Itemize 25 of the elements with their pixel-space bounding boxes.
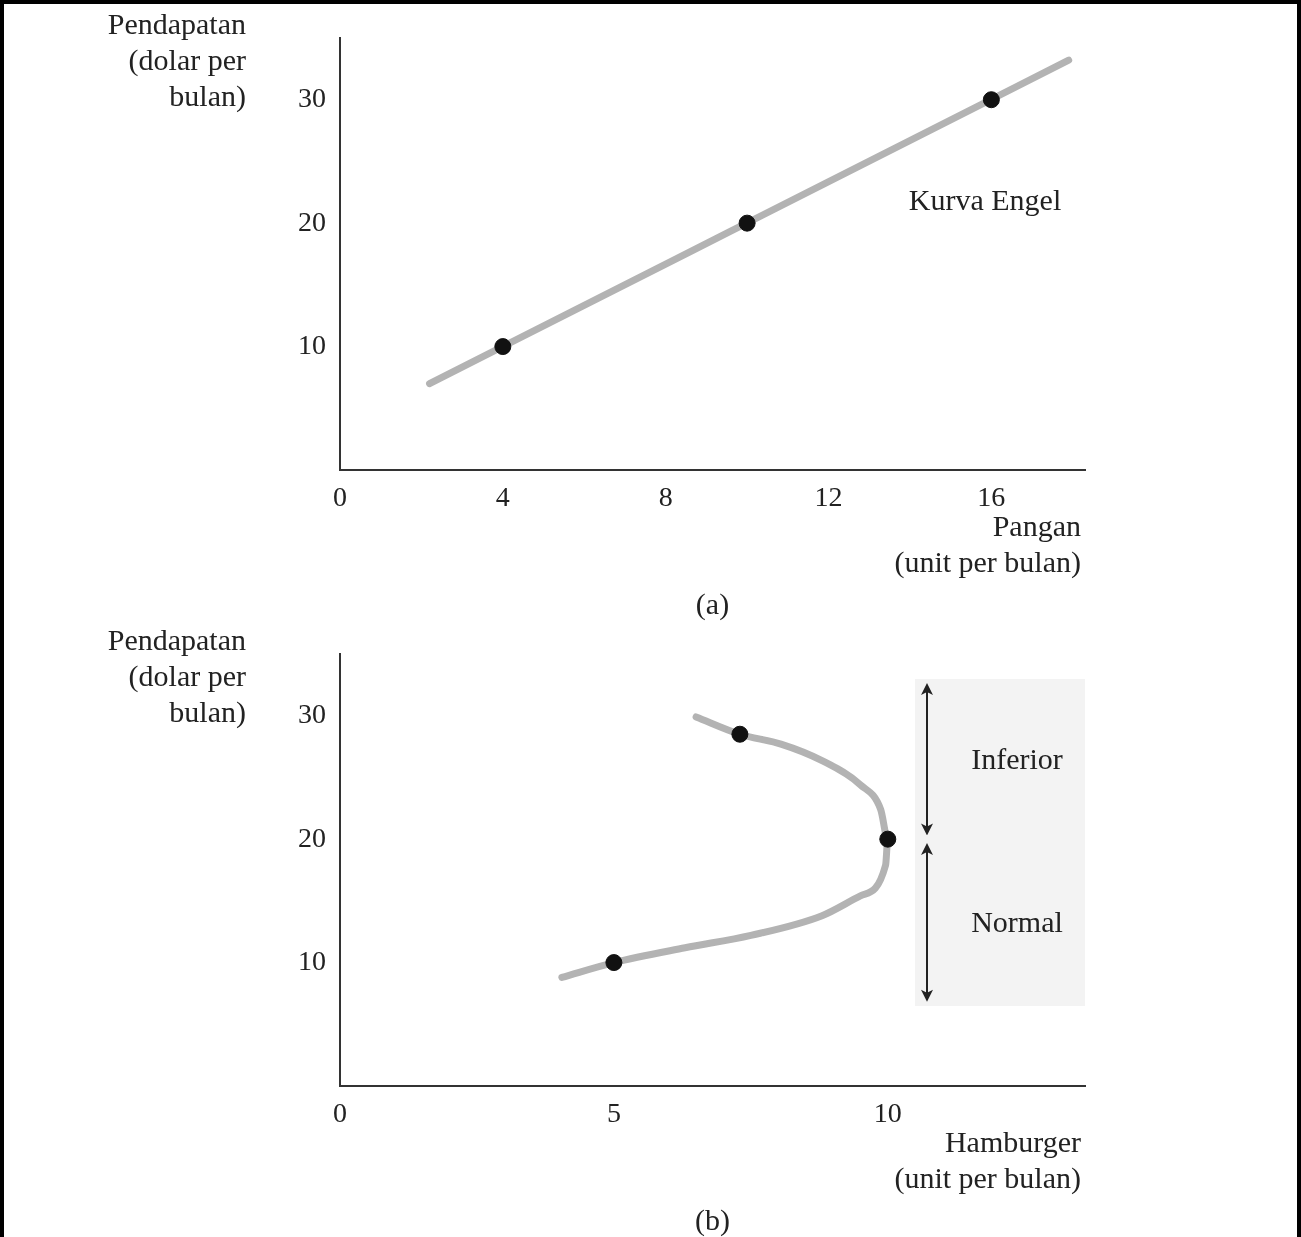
y-tick-label: 20 bbox=[298, 205, 326, 237]
point bbox=[982, 91, 1000, 109]
point bbox=[738, 214, 756, 232]
y-tick-label: 20 bbox=[298, 821, 326, 853]
x-tick-label: 12 bbox=[814, 481, 843, 513]
text: (b) bbox=[694, 1202, 731, 1237]
y-axis-title: Pendapatan (dolar per bulan) bbox=[106, 622, 246, 730]
point bbox=[605, 954, 623, 972]
y-axis-title: Pendapatan (dolar per bulan) bbox=[106, 6, 246, 114]
y-tick-label: 30 bbox=[298, 698, 326, 730]
x-tick-label: 4 bbox=[495, 481, 510, 513]
x-tick-label: 5 bbox=[606, 1097, 621, 1129]
x-tick-label: 0 bbox=[333, 1097, 347, 1129]
y-tick-label: 30 bbox=[298, 82, 326, 114]
point bbox=[879, 830, 897, 848]
point bbox=[731, 725, 749, 743]
y-tick-label: 10 bbox=[298, 944, 326, 976]
point bbox=[494, 338, 512, 356]
band-label: Normal bbox=[970, 904, 1064, 941]
y-tick-label: 10 bbox=[298, 328, 326, 360]
band-label: Inferior bbox=[970, 740, 1064, 777]
annotation: Kurva Engel bbox=[907, 182, 1063, 219]
x-tick-label: 0 bbox=[333, 481, 347, 513]
text: (a) bbox=[694, 586, 731, 622]
x-tick-label: 8 bbox=[658, 481, 673, 513]
